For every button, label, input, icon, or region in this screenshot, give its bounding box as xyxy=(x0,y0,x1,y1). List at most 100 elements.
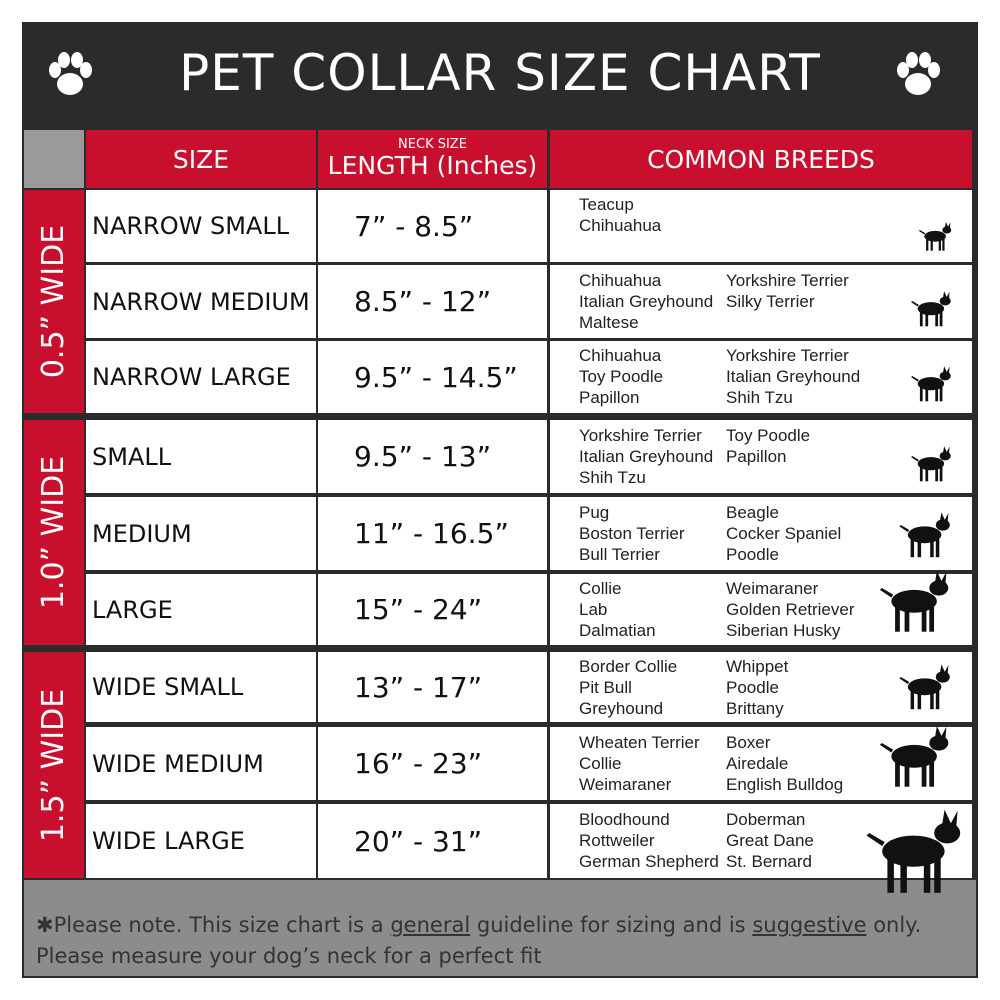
group-label: 0.5” WIDE xyxy=(24,190,84,413)
breed-column: Yorkshire Terrier Italian Greyhound Shih T… xyxy=(579,425,713,488)
breed-name: Italian Greyhound xyxy=(579,292,714,311)
breed-name: German Shepherd xyxy=(579,852,719,871)
note-text: ✱Please note. This size chart is a xyxy=(36,913,384,937)
breed-name: Wheaten Terrier xyxy=(579,733,700,752)
breed-name: Lab xyxy=(579,600,608,619)
breeds-cell: Collie Lab Dalmatian Weimaraner Golden Retri… xyxy=(550,570,972,645)
breed-name: Boston Terrier xyxy=(579,524,685,543)
breed-column: Wheaten Terrier Collie Weimaraner xyxy=(579,732,700,795)
breed-name: Pug xyxy=(579,503,610,522)
note-text: only. xyxy=(873,913,922,937)
size-cell: LARGE xyxy=(86,574,316,645)
dog-silhouette xyxy=(918,221,952,251)
size-cell: NARROW SMALL xyxy=(86,190,316,262)
dog-icon xyxy=(878,569,954,640)
header-size: SIZE xyxy=(86,130,316,188)
breed-name: Great Dane xyxy=(726,831,814,850)
dog-silhouette xyxy=(899,664,950,710)
dog-icon xyxy=(898,663,954,716)
breeds-cell: Chihuahua Toy Poodle Papillon Yorkshire Ter… xyxy=(550,341,972,413)
corner-cell xyxy=(24,130,84,188)
breeds-cell: Bloodhound Rottweiler German Shepherd Dober… xyxy=(550,804,972,893)
length-cell: 15” - 24” xyxy=(318,574,547,645)
length-cell: 13” - 17” xyxy=(318,652,547,722)
size-cell: WIDE SMALL xyxy=(86,652,316,722)
note-line: Please measure your dog’s neck for a per… xyxy=(36,944,542,968)
breed-name: Bloodhound xyxy=(579,810,670,829)
breed-name: Greyhound xyxy=(579,699,664,718)
breed-name: Poodle xyxy=(726,545,779,564)
breed-column: Teacup Chihuahua xyxy=(579,194,661,236)
length-cell: 16” - 23” xyxy=(318,727,547,800)
breed-name: Boxer xyxy=(726,733,771,752)
breed-column: Beagle Cocker Spaniel Poodle xyxy=(726,502,841,565)
breed-name: Whippet xyxy=(726,657,789,676)
breed-column: Chihuahua Toy Poodle Papillon xyxy=(579,345,663,408)
breed-name: Teacup xyxy=(579,195,634,214)
group-label: 1.5” WIDE xyxy=(24,652,84,878)
breed-column: Weimaraner Golden Retriever Siberian Husky xyxy=(726,578,855,641)
length-cell: 8.5” - 12” xyxy=(318,265,547,338)
size-cell: WIDE MEDIUM xyxy=(86,727,316,800)
note-emphasis: general xyxy=(390,913,471,937)
dog-icon xyxy=(878,724,954,795)
breed-name: Silky Terrier xyxy=(726,292,815,311)
length-cell: 11” - 16.5” xyxy=(318,497,547,570)
group-label: 1.0” WIDE xyxy=(24,420,84,645)
breed-name: Collie xyxy=(579,754,622,773)
breed-column: Yorkshire Terrier Silky Terrier xyxy=(726,270,849,312)
breeds-cell: Wheaten Terrier Collie Weimaraner Boxer Aire… xyxy=(550,724,972,800)
breed-name: Maltese xyxy=(579,313,639,332)
breed-name: Yorkshire Terrier xyxy=(726,271,849,290)
breed-name: Shih Tzu xyxy=(726,388,793,407)
breed-name: Golden Retriever xyxy=(726,600,855,619)
breed-name: Papillon xyxy=(726,447,787,466)
paw-icon xyxy=(897,52,940,95)
breeds-cell: Yorkshire Terrier Italian Greyhound Shih T… xyxy=(550,420,972,493)
breed-name: Poodle xyxy=(726,678,779,697)
dog-icon xyxy=(910,290,954,333)
dog-icon xyxy=(864,807,968,902)
length-cell: 20” - 31” xyxy=(318,804,547,878)
breed-name: Chihuahua xyxy=(579,271,662,290)
length-cell: 9.5” - 13” xyxy=(318,420,547,493)
breed-column: Whippet Poodle Brittany xyxy=(726,656,788,719)
breed-column: Border Collie Pit Bull Greyhound xyxy=(579,656,677,719)
dog-silhouette xyxy=(911,445,951,481)
dog-silhouette xyxy=(911,365,951,401)
breed-name: St. Bernard xyxy=(726,852,812,871)
breed-name: Bull Terrier xyxy=(579,545,660,564)
breed-name: Yorkshire Terrier xyxy=(579,426,702,445)
length-cell: 7” - 8.5” xyxy=(318,190,547,262)
breed-name: Cocker Spaniel xyxy=(726,524,842,543)
dog-icon xyxy=(910,365,954,408)
breed-name: Toy Poodle xyxy=(579,367,664,386)
breed-column: Pug Boston Terrier Bull Terrier xyxy=(579,502,685,565)
breed-name: Chihuahua xyxy=(579,346,662,365)
breed-name: Dalmatian xyxy=(579,621,656,640)
breed-name: English Bulldog xyxy=(726,775,844,794)
note: ✱Please note. This size chart is a gener… xyxy=(36,910,976,972)
size-cell: SMALL xyxy=(86,420,316,493)
size-cell: NARROW LARGE xyxy=(86,341,316,413)
breed-name: Pit Bull xyxy=(579,678,632,697)
note-text: guideline for sizing and is xyxy=(476,913,746,937)
breeds-cell: Chihuahua Italian Greyhound Maltese Yorkshi… xyxy=(550,265,972,338)
breeds-cell: Pug Boston Terrier Bull Terrier Beagle Cocke… xyxy=(550,497,972,570)
size-cell: MEDIUM xyxy=(86,497,316,570)
length-cell: 9.5” - 14.5” xyxy=(318,341,547,413)
breed-name: Collie xyxy=(579,579,622,598)
breed-name: Toy Poodle xyxy=(726,426,811,445)
breed-column: Yorkshire Terrier Italian Greyhound Shih T… xyxy=(726,345,860,408)
dog-silhouette xyxy=(911,290,951,326)
breed-name: Beagle xyxy=(726,503,779,522)
note-emphasis: suggestive xyxy=(752,913,867,937)
header-neck-size: NECK SIZE xyxy=(398,137,467,152)
breed-column: Chihuahua Italian Greyhound Maltese xyxy=(579,270,713,333)
dog-icon xyxy=(910,445,954,488)
note-line: ✱Please note. This size chart is a gener… xyxy=(36,910,976,941)
breed-name: Italian Greyhound xyxy=(726,367,861,386)
breed-column: Bloodhound Rottweiler German Shepherd xyxy=(579,809,719,872)
group-label-text: 1.5” WIDE xyxy=(36,688,72,842)
